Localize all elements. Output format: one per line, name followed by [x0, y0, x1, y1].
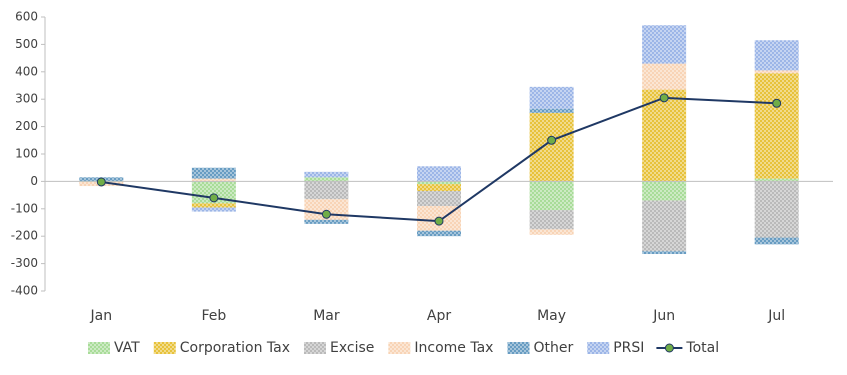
bar-segment	[754, 178, 799, 182]
legend-label: VAT	[114, 340, 140, 356]
y-tick-label: 500	[15, 37, 38, 51]
legend-label: Corporation Tax	[180, 340, 290, 356]
bar-segment	[417, 184, 461, 191]
bar-segment	[529, 229, 574, 235]
x-tick-label: Feb	[201, 308, 226, 324]
bar-segment	[754, 181, 799, 238]
legend-item: Corporation Tax	[153, 340, 290, 356]
line-marker	[209, 193, 219, 203]
bar-segment	[191, 167, 236, 179]
line-marker	[321, 209, 331, 219]
bar-segment	[642, 181, 687, 201]
y-tick-label: 400	[15, 64, 38, 78]
x-tick-label: Jan	[89, 308, 112, 324]
bar-segment	[529, 210, 574, 230]
y-tick-label: -100	[11, 201, 38, 215]
bar-segment	[304, 181, 349, 200]
bar-segment	[754, 40, 799, 71]
line-marker	[434, 216, 444, 226]
legend: VAT Corporation Tax Excise Income Tax Other P…	[88, 340, 719, 356]
bar-segment	[417, 230, 461, 237]
legend-item: Other	[507, 340, 573, 356]
legend-label: Other	[533, 340, 573, 356]
legend-swatch	[388, 342, 411, 354]
bar-segment	[529, 181, 574, 211]
bar-segment	[417, 166, 461, 182]
legend-swatch	[587, 342, 610, 354]
line-marker	[96, 177, 106, 187]
bar-segment	[642, 89, 687, 182]
bar-segment	[191, 207, 236, 212]
y-tick-label: -300	[11, 256, 38, 270]
bar-segment	[529, 86, 574, 109]
legend-label: Excise	[330, 340, 374, 356]
bar-segment	[191, 181, 236, 204]
y-tick-label: 200	[15, 119, 38, 133]
x-tick-label: Jul	[767, 308, 785, 324]
legend-item: Total	[656, 340, 719, 356]
y-tick-label: 100	[15, 147, 38, 161]
y-tick-label: 0	[30, 174, 38, 188]
x-tick-label: Apr	[427, 308, 451, 324]
legend-swatch	[88, 342, 110, 354]
x-tick-label: Jun	[652, 308, 675, 324]
line-marker	[772, 98, 782, 108]
bar-segment	[754, 237, 799, 245]
bar-segment	[642, 25, 687, 64]
legend-swatch	[507, 342, 530, 354]
legend-label: Total	[685, 340, 719, 356]
bar-segment	[642, 200, 687, 252]
bar-segment	[754, 73, 799, 179]
x-tick-label: Mar	[313, 308, 340, 324]
y-tick-label: -200	[11, 229, 38, 243]
bar-segment	[642, 251, 687, 255]
bar-segment	[191, 203, 236, 208]
bar-segment	[304, 219, 349, 224]
bar-segment	[529, 112, 574, 182]
bar-segment	[417, 181, 461, 185]
bar-segment	[529, 108, 574, 113]
legend-item: Excise	[303, 340, 374, 356]
line-marker	[659, 93, 669, 103]
legend-swatch	[303, 342, 326, 354]
bar-segment	[304, 171, 349, 178]
bar-segment	[754, 70, 799, 74]
bar-segment	[191, 178, 236, 182]
legend-item: VAT	[88, 340, 140, 356]
bar-segment	[304, 177, 349, 182]
y-tick-label: -400	[11, 284, 38, 298]
bar-segment	[417, 190, 461, 207]
legend-item: Income Tax	[388, 340, 493, 356]
legend-label: Income Tax	[414, 340, 493, 356]
x-tick-label: May	[537, 308, 566, 324]
line-marker	[547, 135, 557, 145]
legend-label: PRSI	[613, 340, 644, 356]
bar-segment	[642, 63, 687, 90]
y-tick-label: 300	[15, 92, 38, 106]
legend-swatch	[153, 342, 176, 354]
y-tick-label: 600	[15, 10, 38, 24]
plot-area: -400 -300 -200 -100 0 100 200 300 400 500 600 Jan Fe…	[11, 10, 833, 324]
legend-item: PRSI	[587, 340, 644, 356]
legend-marker	[664, 343, 674, 353]
